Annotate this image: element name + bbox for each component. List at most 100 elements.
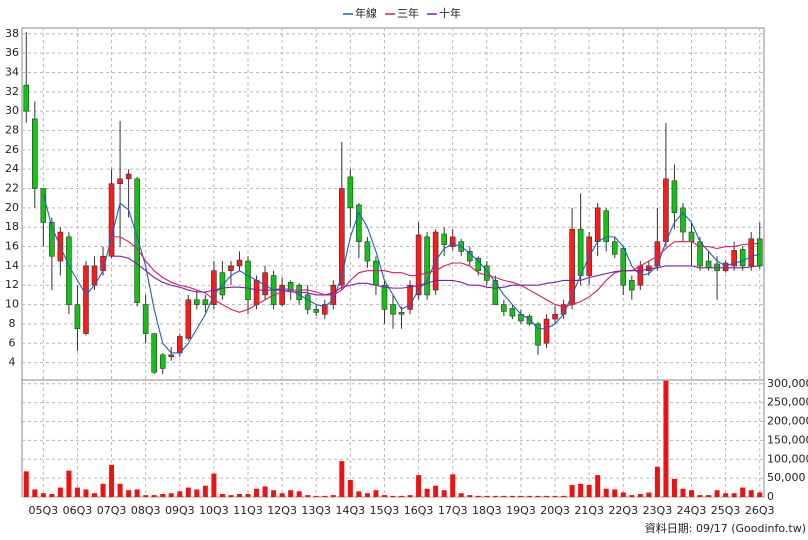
candle-body — [543, 318, 550, 344]
x-tick-label: 26Q3 — [745, 504, 775, 517]
candle-body — [407, 284, 413, 310]
candle-body — [398, 312, 405, 315]
y-tick-label: 32 — [5, 85, 19, 98]
candle-body — [441, 233, 447, 245]
volume-bar — [526, 495, 532, 497]
volume-bar — [40, 493, 46, 497]
volume-bar — [620, 492, 626, 497]
candle-body — [611, 241, 618, 255]
volume-bar — [254, 488, 260, 497]
volume-bar — [262, 486, 268, 497]
volume-bar — [706, 495, 712, 497]
volume-bar — [117, 483, 123, 497]
candle-body — [731, 250, 737, 267]
volume-bar — [748, 490, 754, 497]
candle-body — [364, 241, 371, 262]
x-tick-label: 21Q3 — [574, 504, 604, 517]
y-tick-label: 8 — [9, 317, 16, 330]
volume-bar — [185, 487, 191, 497]
y-tick-label: 10 — [5, 298, 19, 311]
y-tick-label: 38 — [5, 27, 19, 40]
y2-tick-label: 300,000 — [767, 377, 808, 390]
candle-body — [381, 284, 388, 310]
volume-bar — [313, 495, 319, 497]
candle-body — [236, 259, 243, 267]
candle-body — [279, 284, 285, 305]
y-tick-label: 36 — [5, 46, 19, 59]
candle-body — [594, 207, 601, 243]
volume-bar — [143, 495, 149, 497]
candle-body — [151, 333, 157, 373]
volume-bar — [381, 495, 387, 497]
volume-bar — [228, 495, 234, 497]
volume-bar — [364, 493, 370, 497]
volume-bar — [49, 493, 55, 497]
volume-bar — [603, 488, 609, 497]
candle-body — [228, 265, 234, 272]
candle-body — [339, 188, 345, 286]
volume-bar — [373, 490, 379, 497]
candle-body — [253, 280, 260, 305]
candle-body — [83, 265, 89, 334]
candle-body — [569, 228, 575, 305]
volume-bar — [689, 490, 695, 497]
candle-body — [688, 231, 695, 243]
volume-bar — [484, 495, 490, 497]
volume-bar — [723, 493, 729, 497]
y2-tick-label: 150,000 — [767, 433, 808, 446]
volume-bar — [279, 493, 285, 497]
candle-body — [722, 262, 729, 272]
volume-bar — [305, 495, 311, 497]
candle-body — [492, 280, 499, 305]
candle-body — [125, 173, 132, 180]
volume-bar — [271, 490, 277, 497]
volume-bar — [552, 495, 558, 497]
candle-body — [347, 176, 354, 209]
x-tick-label: 06Q3 — [63, 504, 93, 517]
volume-bar — [91, 493, 97, 497]
candle-body — [304, 294, 311, 310]
candle-body — [117, 178, 123, 184]
x-tick-label: 20Q3 — [540, 504, 570, 517]
candle-body — [245, 260, 251, 301]
candle-body — [185, 299, 192, 339]
volume-bar — [57, 487, 63, 497]
candle-body — [373, 260, 379, 286]
candle-body — [509, 308, 516, 317]
candle-body — [705, 260, 712, 269]
volume-bar — [100, 483, 106, 497]
y-tick-label: 34 — [5, 65, 19, 78]
volume-bar — [458, 493, 464, 497]
volume-bar — [501, 495, 507, 497]
x-tick-label: 05Q3 — [28, 504, 58, 517]
volume-bar — [416, 475, 422, 497]
volume-bar — [23, 471, 29, 497]
y-tick-label: 26 — [5, 143, 19, 156]
volume-bar — [245, 493, 251, 497]
volume-bar — [356, 491, 362, 497]
candle-body — [415, 234, 422, 296]
candle-body — [31, 118, 38, 189]
y-tick-label: 20 — [5, 201, 19, 214]
x-tick-label: 11Q3 — [233, 504, 263, 517]
y-tick-label: 24 — [5, 162, 19, 175]
candle-body — [424, 236, 430, 296]
volume-bar — [330, 495, 336, 497]
x-tick-label: 14Q3 — [336, 504, 366, 517]
candle-body — [74, 304, 81, 330]
volume-bar — [561, 495, 567, 497]
volume-bar — [322, 495, 328, 497]
volume-bar — [450, 474, 456, 497]
volume-bar — [475, 495, 481, 497]
volume-bar — [612, 489, 618, 497]
candle-body — [168, 354, 175, 358]
candle-body — [552, 313, 558, 320]
x-tick-label: 25Q3 — [711, 504, 741, 517]
candle-body — [219, 272, 226, 296]
candle-body — [680, 207, 686, 233]
volume-bar — [544, 495, 550, 497]
candle-body — [671, 180, 678, 214]
candle-body — [313, 309, 320, 313]
x-tick-label: 19Q3 — [506, 504, 536, 517]
